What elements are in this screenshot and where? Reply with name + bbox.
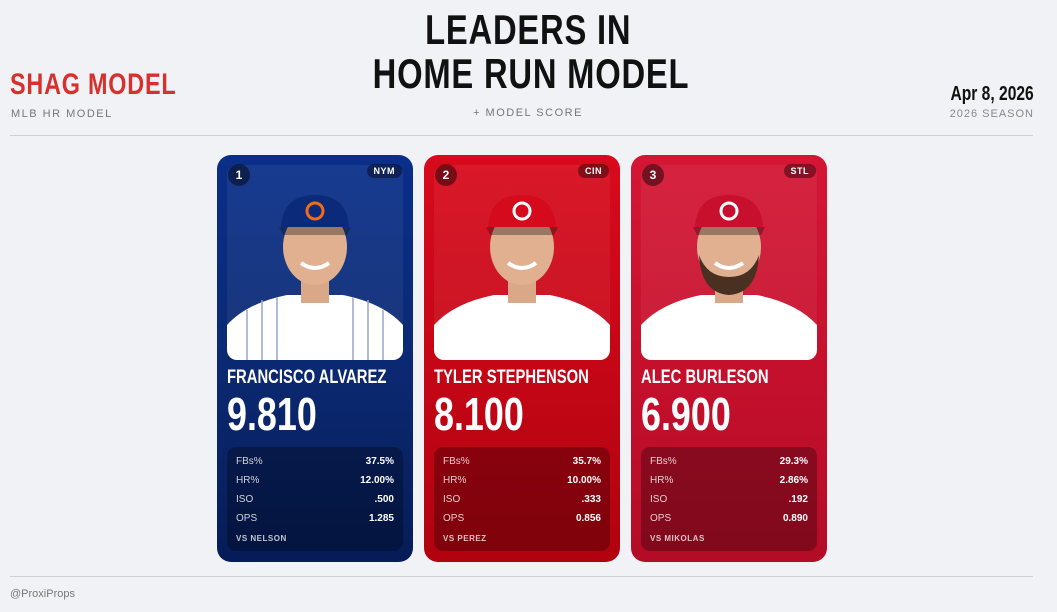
stat-label: FBs%	[443, 456, 470, 467]
brand-subtitle: MLB HR MODEL	[11, 108, 113, 120]
stat-row: FBs% 29.3%	[650, 456, 808, 472]
smile	[713, 261, 745, 270]
stat-value: 2.86%	[779, 475, 808, 486]
stats-box: FBs% 37.5% HR% 12.00% ISO .500 OPS 1.285 VS NELS…	[227, 447, 403, 551]
jersey	[641, 295, 817, 360]
title: LEADERS IN HOME RUN MODEL	[328, 8, 728, 96]
stat-value: 0.890	[782, 513, 808, 524]
stat-row: ISO .192	[650, 494, 808, 510]
model-score: 9.810	[227, 388, 317, 440]
stat-value: 10.00%	[567, 475, 601, 486]
player-silhouette	[434, 195, 610, 360]
player-silhouette	[641, 195, 817, 360]
stat-label: HR%	[650, 475, 674, 486]
stat-row: ISO .333	[443, 494, 601, 510]
stat-value: .333	[581, 494, 601, 505]
team-badge: STL	[783, 164, 816, 178]
opponent: VS MIKOLAS	[650, 534, 705, 543]
stat-row: FBs% 37.5%	[236, 456, 394, 472]
pinstripes	[246, 297, 384, 360]
player-photo	[434, 185, 610, 360]
stat-label: ISO	[443, 494, 461, 505]
stat-row: OPS 0.856	[443, 513, 601, 529]
model-score: 6.900	[641, 388, 731, 440]
divider	[10, 135, 1033, 136]
stat-value: .500	[374, 494, 394, 505]
divider	[10, 576, 1033, 577]
stat-label: OPS	[443, 513, 465, 524]
model-score: 8.100	[434, 388, 524, 440]
cap-logo	[512, 201, 532, 221]
stat-label: FBs%	[650, 456, 677, 467]
beard	[699, 255, 759, 295]
player-silhouette	[227, 195, 403, 360]
stat-value: 0.856	[575, 513, 601, 524]
face	[490, 209, 554, 285]
player-photo	[227, 185, 403, 360]
stat-row: HR% 2.86%	[650, 475, 808, 491]
face	[697, 209, 761, 285]
stat-label: ISO	[650, 494, 668, 505]
player-photo	[641, 185, 817, 360]
cap-brim	[693, 227, 765, 235]
handle: @ProxiProps	[10, 588, 75, 600]
player-card: 3 STL ALEC BURLESON 6.900 FBs% 29.3% HR% 2.86% I…	[631, 155, 827, 562]
stats-box: FBs% 29.3% HR% 2.86% ISO .192 OPS 0.890 VS MIKOL…	[641, 447, 817, 551]
rank-badge: 2	[435, 164, 457, 186]
brand: SHAG MODEL	[10, 68, 177, 101]
stat-value: 35.7%	[572, 456, 601, 467]
cap-logo	[719, 201, 739, 221]
cap	[281, 195, 349, 227]
opponent: VS PEREZ	[443, 534, 487, 543]
team-badge: NYM	[366, 164, 402, 178]
jersey	[227, 295, 403, 360]
stat-value: .192	[788, 494, 808, 505]
stat-row: OPS 0.890	[650, 513, 808, 529]
stat-value: 12.00%	[360, 475, 394, 486]
stat-row: FBs% 35.7%	[443, 456, 601, 472]
title-line: HOME RUN MODEL	[372, 50, 690, 97]
player-name: ALEC BURLESON	[641, 367, 769, 388]
player-card: 1 NYM FRANCISCO ALVAREZ 9.810 FBs% 37.5% HR% 12…	[217, 155, 413, 562]
stat-value: 29.3%	[779, 456, 808, 467]
rank-badge: 1	[228, 164, 250, 186]
player-card: 2 CIN TYLER STEPHENSON 8.100 FBs% 35.7% HR% 10.…	[424, 155, 620, 562]
stat-label: ISO	[236, 494, 254, 505]
cap-brim	[486, 227, 558, 235]
subtitle: + MODEL SCORE	[473, 107, 583, 119]
cap	[695, 195, 763, 227]
season: 2026 SEASON	[949, 108, 1034, 120]
player-name: TYLER STEPHENSON	[434, 367, 589, 388]
stat-label: HR%	[236, 475, 260, 486]
title-line: LEADERS IN	[424, 6, 632, 53]
stat-label: OPS	[650, 513, 672, 524]
stat-row: ISO .500	[236, 494, 394, 510]
stat-value: 1.285	[368, 513, 394, 524]
opponent: VS NELSON	[236, 534, 287, 543]
cap-logo	[305, 201, 325, 221]
stat-value: 37.5%	[365, 456, 394, 467]
smile	[299, 261, 331, 270]
rank-badge: 3	[642, 164, 664, 186]
face	[283, 209, 347, 285]
stat-row: HR% 10.00%	[443, 475, 601, 491]
stat-label: OPS	[236, 513, 258, 524]
stats-box: FBs% 35.7% HR% 10.00% ISO .333 OPS 0.856 VS PERE…	[434, 447, 610, 551]
stat-label: HR%	[443, 475, 467, 486]
stat-row: HR% 12.00%	[236, 475, 394, 491]
player-name: FRANCISCO ALVAREZ	[227, 367, 387, 388]
date: Apr 8, 2026	[950, 83, 1034, 105]
jersey	[434, 295, 610, 360]
stat-row: OPS 1.285	[236, 513, 394, 529]
cap	[488, 195, 556, 227]
cap-brim	[279, 227, 351, 235]
smile	[506, 261, 538, 270]
team-badge: CIN	[578, 164, 609, 178]
stat-label: FBs%	[236, 456, 263, 467]
